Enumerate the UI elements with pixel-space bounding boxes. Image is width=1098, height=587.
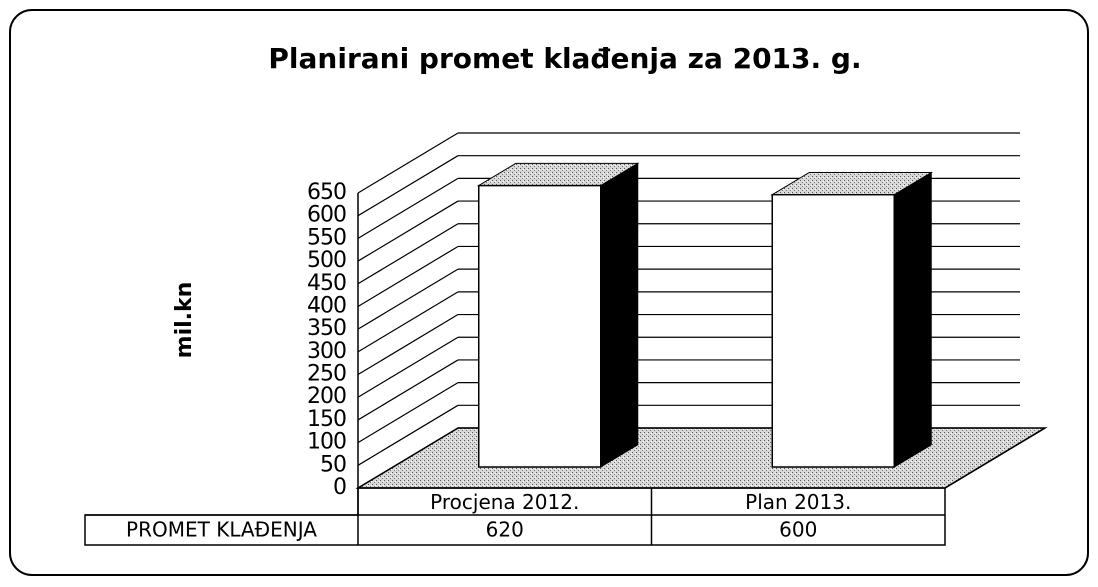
grid-line (357, 268, 459, 330)
y-tick-label: 200 (307, 384, 346, 409)
y-axis-label: mil.kn (172, 282, 197, 359)
grid-line (357, 155, 459, 217)
legend-label: PROMET KLAĐENJA (126, 518, 317, 542)
floor (355, 427, 1048, 489)
bar-side (893, 171, 932, 468)
grid-line (357, 245, 459, 307)
grid-line (357, 359, 459, 421)
grid-line (357, 404, 459, 466)
y-tick-label: 300 (307, 339, 346, 364)
y-tick-label: 450 (307, 271, 346, 296)
y-tick-label: 500 (307, 248, 346, 273)
y-tick-label: 250 (307, 362, 346, 387)
grid-line (357, 132, 459, 194)
grid-line (357, 382, 459, 444)
bar (478, 184, 602, 468)
y-tick-label: 50 (320, 452, 346, 477)
y-tick-label: 600 (307, 203, 346, 228)
y-tick-label: 100 (307, 430, 346, 455)
bar (771, 193, 895, 468)
grid-line (357, 177, 459, 239)
grid-line (357, 427, 459, 489)
x-tick-label: Plan 2013. (745, 490, 851, 514)
data-label: 600 (779, 518, 817, 542)
y-tick-label: 0 (333, 475, 346, 500)
grid-line (357, 336, 459, 398)
grid-line (357, 223, 459, 285)
x-tick-label: Procjena 2012. (430, 490, 579, 514)
grid-line (357, 200, 459, 262)
bar-side (600, 162, 639, 468)
y-tick-label: 350 (307, 316, 346, 341)
y-tick-label: 400 (307, 293, 346, 318)
table-line (944, 427, 1046, 489)
y-tick-label: 150 (307, 407, 346, 432)
data-label: 620 (486, 518, 524, 542)
grid-line (357, 314, 459, 376)
y-tick-label: 650 (307, 180, 346, 205)
y-tick-label: 550 (307, 225, 346, 250)
grid-line (357, 291, 459, 353)
chart-title: Planirani promet klađenja za 2013. g. (268, 42, 861, 75)
